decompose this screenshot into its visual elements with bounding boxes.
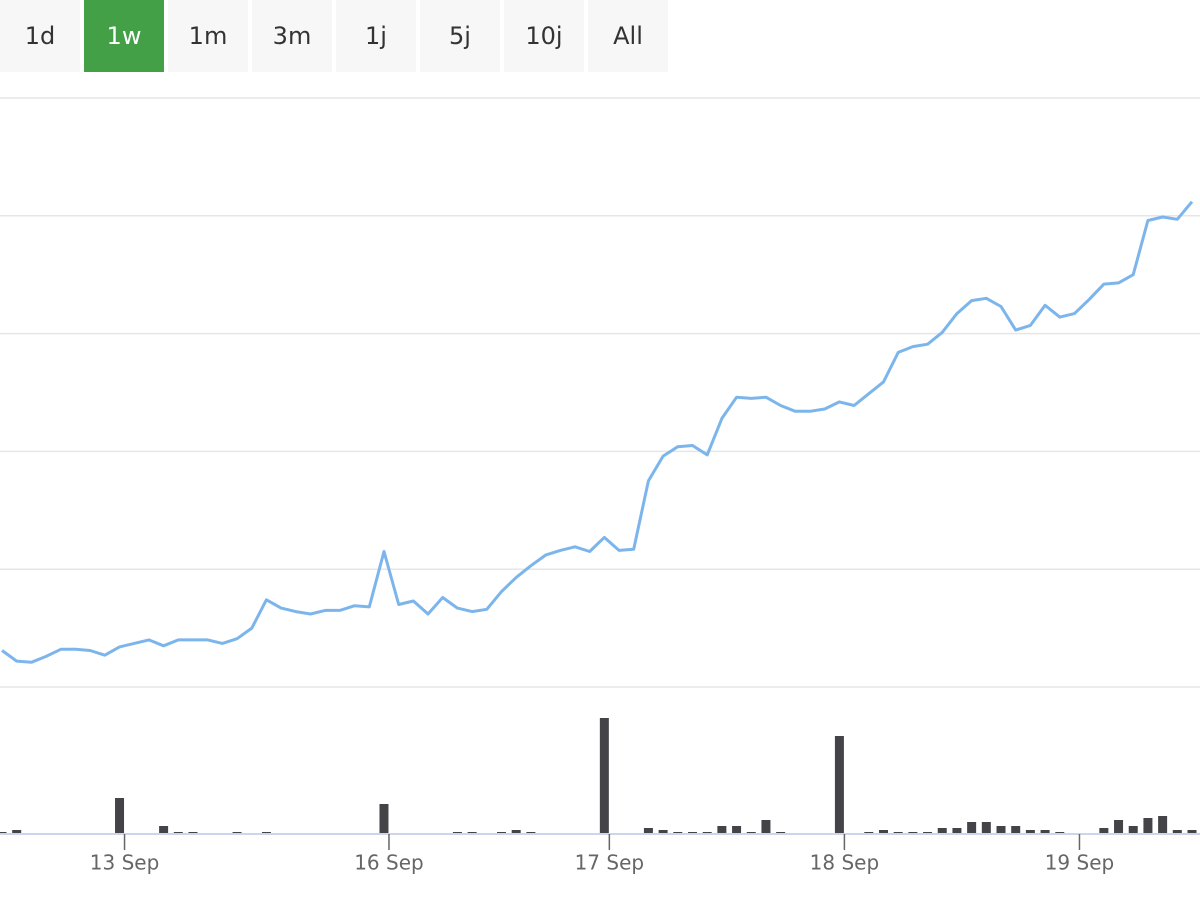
volume-bar (1114, 820, 1124, 834)
volume-bar (967, 822, 977, 834)
range-button[interactable]: 1j (336, 0, 416, 72)
volume-bar (643, 828, 653, 834)
volume-bar (1158, 816, 1168, 834)
volume-bar (1099, 828, 1109, 834)
volume-bar (599, 718, 609, 834)
x-tick-label: 16 Sep (354, 851, 424, 875)
x-tick-label: 18 Sep (810, 851, 880, 875)
volume-bar (952, 828, 962, 834)
volume-bar (878, 830, 888, 834)
x-tick-label: 19 Sep (1045, 851, 1115, 875)
volume-bar (379, 804, 389, 834)
volume-bar (732, 826, 742, 834)
range-button[interactable]: 1d (0, 0, 80, 72)
volume-bar (834, 736, 844, 834)
volume-bar (511, 830, 521, 834)
range-button[interactable]: 10j (504, 0, 584, 72)
volume-bar (1025, 830, 1035, 834)
volume-bar (761, 820, 771, 834)
volume-bar (996, 826, 1006, 834)
range-button[interactable]: 1m (168, 0, 248, 72)
range-button[interactable]: All (588, 0, 668, 72)
price-line (1, 200, 1194, 664)
volume-bar (115, 798, 125, 834)
volume-bar (1143, 818, 1153, 834)
volume-bar (159, 826, 169, 834)
volume-bar (981, 822, 991, 834)
volume-bar (1187, 830, 1197, 834)
volume-bar (658, 830, 668, 834)
volume-bar (937, 828, 947, 834)
volume-bar (717, 826, 727, 834)
volume-bar (1172, 830, 1182, 834)
volume-bar (1128, 826, 1138, 834)
x-tick-label: 13 Sep (90, 851, 160, 875)
x-tick-label: 17 Sep (575, 851, 645, 875)
volume-bar (1011, 826, 1021, 834)
volume-bar (1040, 830, 1050, 834)
range-button[interactable]: 1w (84, 0, 164, 72)
range-button[interactable]: 3m (252, 0, 332, 72)
range-button[interactable]: 5j (420, 0, 500, 72)
volume-bar (12, 830, 22, 834)
